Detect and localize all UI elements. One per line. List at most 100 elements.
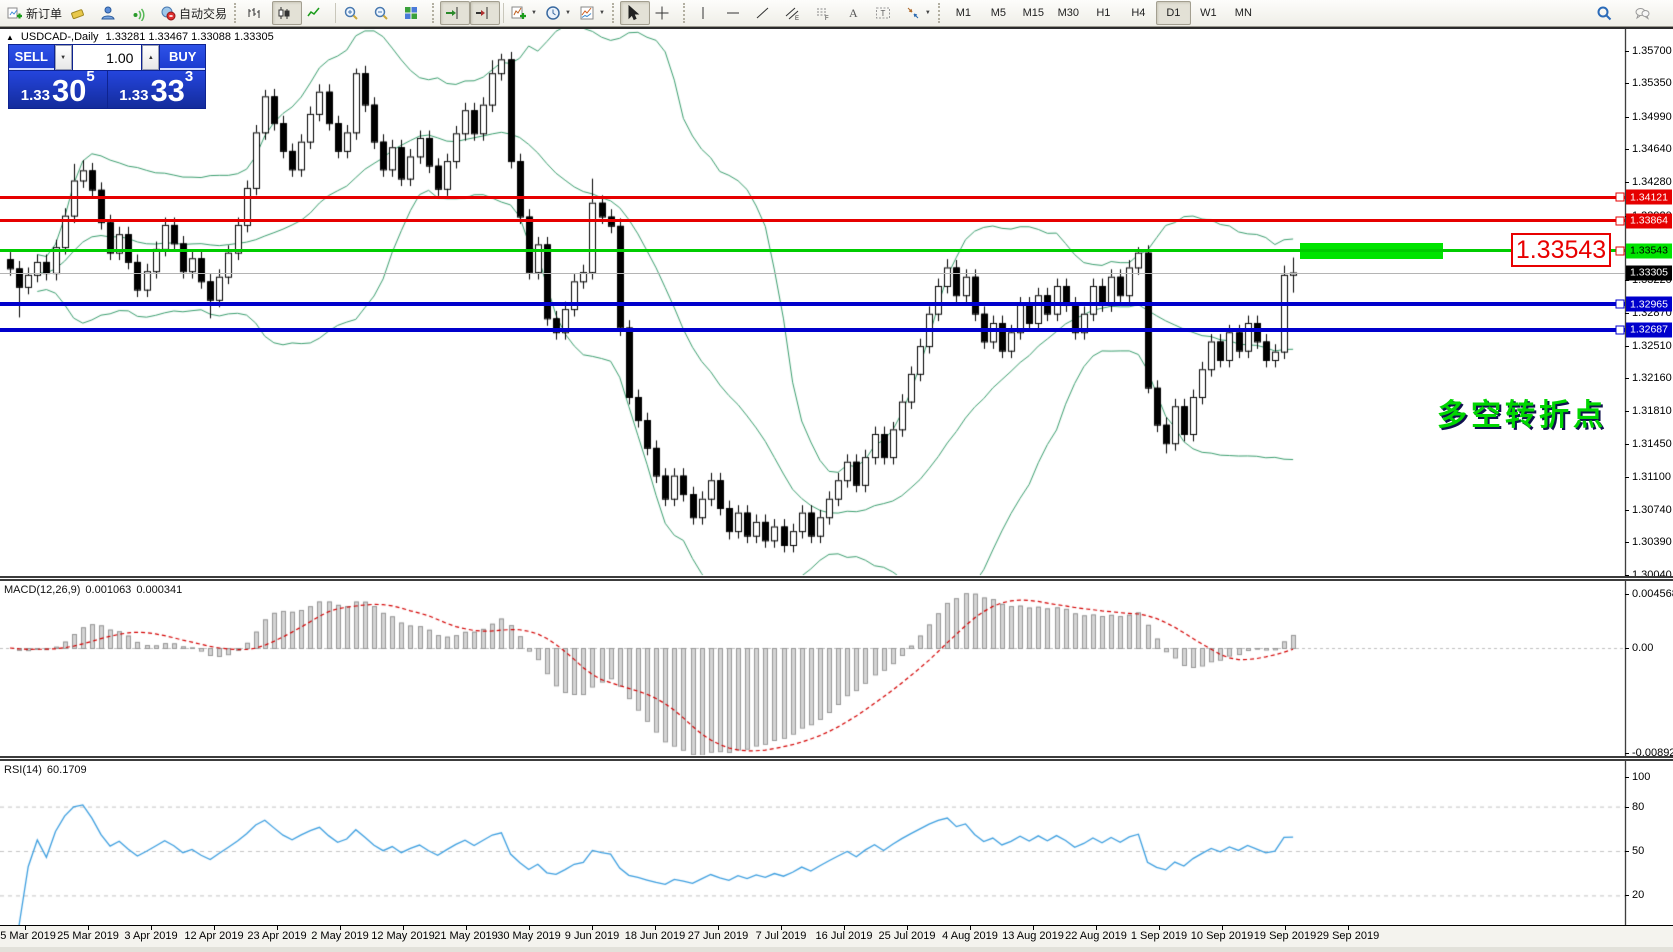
channel-button[interactable]: E — [781, 1, 811, 25]
templates-button[interactable]: ▼ — [575, 1, 609, 25]
time-axis-tick — [1033, 926, 1034, 930]
line-anchor-handle[interactable] — [1615, 216, 1625, 226]
tf-h1[interactable]: H1 — [1086, 1, 1121, 25]
tf-mn[interactable]: MN — [1226, 1, 1261, 25]
line-chart-button[interactable] — [302, 1, 332, 25]
date-label: 3 Apr 2019 — [124, 930, 178, 942]
one-click-trading-panel: SELL ▼ 1.00 ▲ BUY 1.33 30 5 1.33 33 3 — [8, 44, 206, 109]
line-anchor-handle[interactable] — [1615, 246, 1625, 256]
time-axis-tick — [1285, 926, 1286, 930]
tf-d1-label: D1 — [1166, 7, 1181, 19]
candles-icon — [276, 5, 292, 21]
auto-scroll-button[interactable] — [440, 1, 471, 25]
tf-m5-label: M5 — [990, 7, 1006, 19]
chart-shift-button[interactable] — [470, 1, 501, 25]
date-label: 25 Mar 2019 — [57, 930, 119, 942]
candle-chart-button[interactable] — [272, 1, 303, 25]
price-badge: 1.32965 — [1626, 296, 1672, 312]
volume-decrease-button[interactable]: ▼ — [54, 45, 72, 70]
search-button[interactable] — [1592, 1, 1622, 25]
arrows-button[interactable]: ▼ — [901, 1, 935, 25]
tf-m30[interactable]: M30 — [1051, 1, 1086, 25]
line-anchor-handle[interactable] — [1615, 192, 1625, 202]
time-axis-tick — [970, 926, 971, 930]
tf-mn-label: MN — [1234, 7, 1252, 19]
buy-price-main: 33 — [150, 73, 185, 109]
zoom-in-icon — [343, 5, 359, 21]
text-button[interactable]: A — [841, 1, 871, 25]
profile-icon — [100, 5, 116, 21]
tf-d1[interactable]: D1 — [1155, 1, 1191, 25]
zoom-out-icon — [373, 5, 389, 21]
tf-h4[interactable]: H4 — [1121, 1, 1156, 25]
line-anchor-handle[interactable] — [1615, 325, 1625, 335]
vertical-line-button[interactable] — [691, 1, 721, 25]
date-label: 27 Jun 2019 — [687, 930, 749, 942]
bar-chart-button[interactable] — [242, 1, 272, 25]
crosshair-button[interactable] — [650, 1, 680, 25]
sell-button[interactable]: SELL — [9, 45, 54, 70]
support-line[interactable] — [0, 327, 1625, 332]
time-axis-tick — [1096, 926, 1097, 930]
price-axis-tick — [1625, 574, 1629, 576]
bar-chart-icon — [246, 5, 262, 21]
price-axis-label: 1.34990 — [1631, 110, 1673, 123]
fibonacci-button[interactable]: F — [811, 1, 841, 25]
horizontal-line-button[interactable] — [721, 1, 751, 25]
line-chart-icon — [306, 5, 322, 21]
support-line[interactable] — [0, 302, 1625, 306]
volume-increase-button[interactable]: ▲ — [142, 45, 160, 70]
cursor-button[interactable] — [619, 1, 650, 25]
label-button[interactable]: T — [871, 1, 901, 25]
time-axis-tick — [214, 926, 215, 930]
signals-button[interactable] — [126, 1, 156, 25]
tf-h1-label: H1 — [1096, 7, 1111, 19]
panel-separator[interactable] — [0, 576, 1673, 581]
zoom-in-button[interactable] — [339, 1, 369, 25]
tile-windows-button[interactable] — [399, 1, 429, 25]
collapse-panel-icon[interactable]: ▲ — [6, 32, 14, 42]
zoom-out-button[interactable] — [369, 1, 399, 25]
chat-icon — [1634, 5, 1650, 21]
line-anchor-handle[interactable] — [1615, 299, 1625, 309]
dropdown-caret-icon: ▼ — [924, 10, 931, 16]
time-axis-tick — [403, 926, 404, 930]
tf-m5[interactable]: M5 — [981, 1, 1016, 25]
panel-separator[interactable] — [0, 756, 1673, 761]
tf-w1[interactable]: W1 — [1191, 1, 1226, 25]
search-icon — [1596, 5, 1612, 21]
trendline-button[interactable] — [751, 1, 781, 25]
price-axis-tick — [1625, 346, 1629, 348]
time-axis[interactable]: 15 Mar 2019 25 Mar 2019 3 Apr 2019 12 Apr 2… — [0, 925, 1673, 947]
sell-price-pip: 5 — [86, 68, 95, 85]
profile-button[interactable] — [96, 1, 126, 25]
tf-m1[interactable]: M1 — [946, 1, 981, 25]
chevron-down-icon: ▼ — [60, 54, 67, 61]
tf-m15[interactable]: M15 — [1016, 1, 1051, 25]
trendline-icon — [755, 5, 771, 21]
chart-annotation-text[interactable]: 多空转折点 — [1437, 399, 1607, 432]
buy-price-button[interactable]: 1.33 33 3 — [107, 68, 205, 109]
resistance-line[interactable] — [0, 195, 1625, 199]
time-axis-tick — [592, 926, 593, 930]
signal-icon — [130, 5, 146, 21]
eraser-icon — [70, 5, 86, 21]
chat-button[interactable] — [1630, 1, 1660, 25]
date-label: 9 Jun 2019 — [564, 930, 620, 942]
autotrade-button[interactable]: 自动交易 — [156, 1, 231, 25]
volume-input[interactable]: 1.00 — [72, 45, 142, 70]
indicators-button[interactable]: ▼ — [507, 1, 541, 25]
periods-button[interactable]: ▼ — [541, 1, 575, 25]
new-order-button-label: 新订单 — [26, 6, 63, 21]
price-callout-label[interactable]: 1.33543 — [1511, 233, 1611, 267]
buy-button[interactable]: BUY — [160, 45, 205, 70]
sell-price-button[interactable]: 1.33 30 5 — [9, 68, 107, 108]
resistance-line[interactable] — [0, 219, 1625, 223]
signal-level-line[interactable] — [0, 249, 1625, 253]
history-center-button[interactable] — [66, 1, 96, 25]
toolbar-grip — [611, 3, 617, 23]
new-order-button[interactable]: 新订单 — [3, 1, 66, 25]
price-axis-tick — [1625, 182, 1629, 184]
price-axis-tick — [1625, 116, 1629, 118]
